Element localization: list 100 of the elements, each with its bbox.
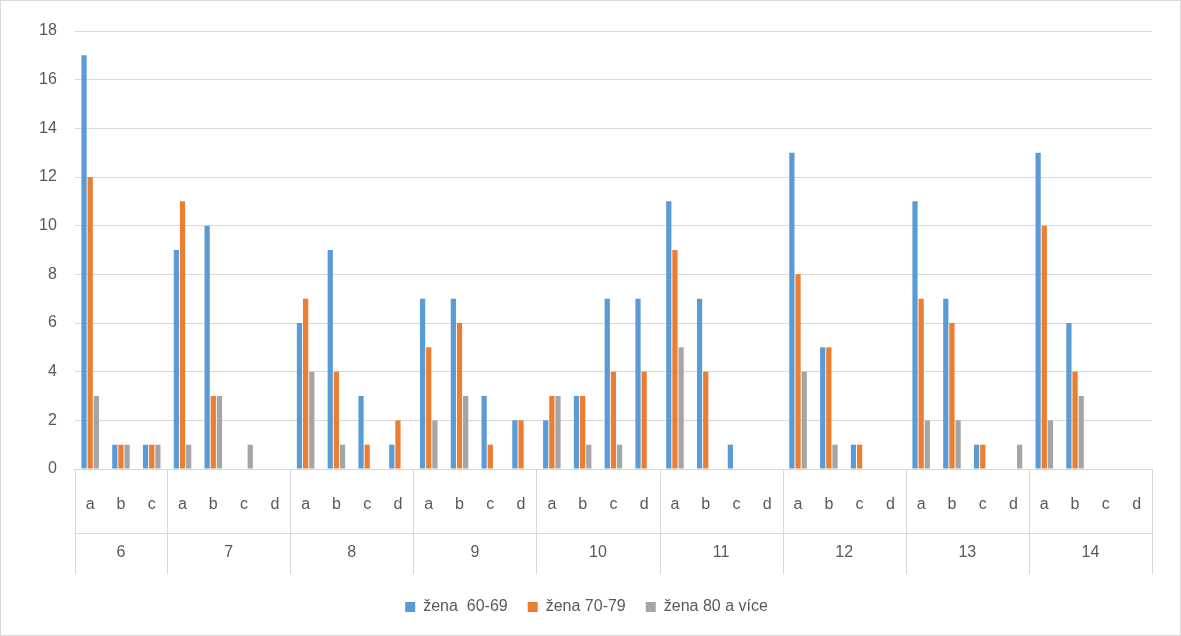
legend-label: žena 70-79 [545, 597, 626, 615]
bar [216, 396, 223, 469]
bar [912, 201, 918, 469]
x-tick-label: d [762, 495, 772, 513]
bar [604, 298, 610, 469]
bar [463, 396, 469, 469]
x-tick-label: b [578, 495, 588, 513]
bar [857, 444, 863, 469]
x-tick-label: b [331, 495, 341, 513]
bar [155, 444, 161, 469]
bar [87, 177, 93, 469]
bar [573, 396, 580, 469]
x-tick-label: c [363, 495, 372, 513]
x-tick-label: b [947, 495, 957, 513]
x-tick-label: c [147, 495, 156, 513]
bar [173, 250, 179, 469]
x-tick-label: a [178, 495, 188, 513]
x-tick-label: a [85, 495, 95, 513]
bar [610, 371, 617, 469]
bar [820, 347, 826, 469]
x-tick-label: c [609, 495, 618, 513]
bar [296, 323, 303, 469]
bar [204, 225, 210, 469]
bar [481, 396, 487, 469]
bar [487, 444, 493, 469]
bar [789, 152, 795, 469]
bar [389, 444, 395, 469]
bar [512, 420, 518, 469]
x-tick-label: a [547, 495, 557, 513]
bar [1072, 371, 1078, 469]
bar [124, 444, 130, 469]
x-tick-label: b [824, 495, 834, 513]
bar [549, 396, 555, 469]
text: 8 [347, 543, 357, 561]
x-tick-label: b [116, 495, 126, 513]
x-tick-label: b [208, 495, 218, 513]
bar [81, 55, 87, 469]
bar [616, 444, 623, 469]
text: 10 [589, 543, 608, 561]
y-tick-label: 2 [47, 410, 57, 428]
bar [118, 444, 124, 469]
bar [672, 250, 678, 469]
bar [826, 347, 832, 469]
bar [696, 298, 703, 469]
bar [1078, 396, 1084, 469]
text: 13 [958, 543, 977, 561]
legend-label: žena 60-69 [423, 597, 508, 615]
y-tick-label: 6 [47, 313, 57, 331]
x-tick-label: d [1132, 495, 1142, 513]
y-tick-label: 8 [47, 264, 57, 282]
bar [543, 420, 549, 469]
bar [1035, 152, 1041, 469]
bar [850, 444, 857, 469]
bar [1047, 420, 1054, 469]
y-tick-label: 16 [39, 70, 57, 88]
bar [247, 444, 253, 469]
bar [303, 298, 309, 469]
y-tick-label: 18 [39, 21, 57, 39]
bar [980, 444, 986, 469]
y-tick-label: 12 [39, 167, 57, 185]
bar [1017, 444, 1023, 469]
bar [973, 444, 980, 469]
text: 11 [712, 543, 730, 561]
bar [918, 298, 924, 469]
bar [518, 420, 524, 469]
bar [801, 371, 807, 469]
x-tick-label: d [1009, 495, 1018, 513]
bar [93, 396, 99, 469]
text: 6 [116, 543, 126, 561]
bar [327, 250, 333, 469]
bar [924, 420, 930, 469]
bar [186, 444, 192, 469]
bar [339, 444, 346, 469]
bar [419, 298, 426, 469]
x-tick-label: c [732, 495, 741, 513]
bar [210, 396, 216, 469]
x-tick-label: b [1070, 495, 1080, 513]
bar [112, 444, 118, 469]
x-tick-label: c [855, 495, 864, 513]
bar [142, 444, 149, 469]
x-tick-label: a [916, 495, 926, 513]
x-tick-label: b [455, 495, 465, 513]
x-tick-label: d [885, 495, 895, 513]
bar [678, 347, 684, 469]
bar [395, 420, 401, 469]
x-tick-label: d [270, 495, 280, 513]
bar [358, 396, 364, 469]
bar [943, 298, 949, 469]
x-tick-label: d [393, 495, 403, 513]
x-tick-label: c [240, 495, 249, 513]
bar [580, 396, 586, 469]
x-tick-label: a [424, 495, 434, 513]
bar [432, 420, 438, 469]
bar [832, 444, 838, 469]
bar [949, 323, 955, 469]
bar [586, 444, 592, 469]
x-tick-label: d [639, 495, 649, 513]
bar [1041, 225, 1047, 469]
legend-label: žena 80 a více [663, 597, 768, 615]
bar [641, 371, 647, 469]
